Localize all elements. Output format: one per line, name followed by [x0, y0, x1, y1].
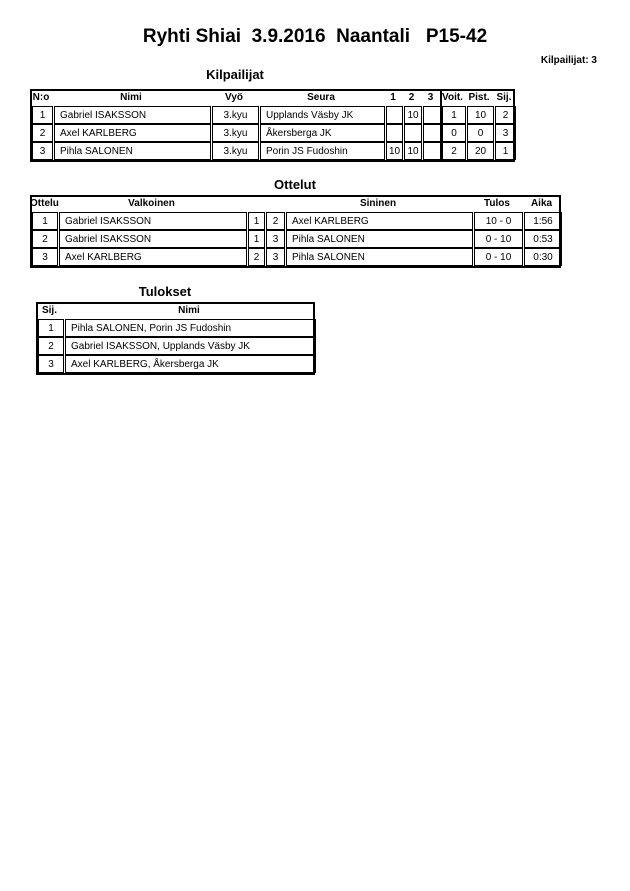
table-cell: 2: [248, 248, 265, 266]
table-cell: Porin JS Fudoshin: [260, 142, 385, 160]
matches-frame: [30, 195, 561, 268]
table-cell: Pihla SALONEN, Porin JS Fudoshin: [65, 319, 316, 337]
table-cell: 1: [248, 230, 265, 248]
table-cell: 1:56: [524, 212, 562, 230]
table-cell: 1: [248, 212, 265, 230]
column-header: [264, 195, 284, 212]
table-cell: 2: [442, 142, 466, 160]
table-cell: 2: [32, 124, 53, 142]
table-cell: 0: [442, 124, 466, 142]
table-cell: Axel KARLBERG: [59, 248, 247, 266]
table-cell: [423, 142, 441, 160]
column-header: 1: [390, 92, 396, 103]
page-title: Ryhti Shiai 3.9.2016 Naantali P15-42: [142, 26, 488, 47]
table-cell: Åkersberga JK: [260, 124, 385, 142]
column-header: Sij.: [41, 305, 57, 316]
table-cell: Pihla SALONEN: [286, 230, 473, 248]
table-cell: 1: [495, 142, 516, 160]
table-cell: 2: [38, 337, 64, 355]
table-cell: Pihla SALONEN: [286, 248, 473, 266]
table-cell: 10: [386, 142, 403, 160]
column-header: 2: [408, 92, 415, 103]
table-cell: Gabriel ISAKSSON, Upplands Väsby JK: [65, 337, 316, 355]
table-cell: [404, 124, 422, 142]
results-frame: [36, 302, 315, 375]
table-cell: 1: [38, 319, 64, 337]
table-cell: 2: [495, 106, 516, 124]
table-cell: [423, 106, 441, 124]
table-cell: 3: [266, 248, 285, 266]
table-cell: 0 - 10: [474, 230, 523, 248]
column-header: Valkoinen: [128, 198, 175, 209]
column-header: Tulos: [484, 198, 510, 209]
table-cell: 0:53: [524, 230, 562, 248]
competitors-heading: Kilpailijat: [206, 67, 264, 82]
table-cell: 0 - 10: [474, 248, 523, 266]
column-header: Aika: [530, 198, 553, 209]
table-cell: 2: [32, 230, 58, 248]
table-cell: 3: [32, 248, 58, 266]
competitor-count: Kilpailijat: 3: [540, 55, 597, 66]
table-cell: 3: [38, 355, 64, 373]
table-cell: [423, 124, 441, 142]
table-cell: 10 - 0: [474, 212, 523, 230]
column-header: Nimi: [120, 92, 142, 103]
table-cell: 1: [32, 106, 53, 124]
table-cell: Axel KARLBERG: [286, 212, 473, 230]
results-heading: Tulokset: [138, 284, 192, 299]
column-header: N:o: [32, 92, 50, 103]
table-cell: Gabriel ISAKSSON: [59, 230, 247, 248]
table-cell: 3: [32, 142, 53, 160]
table-cell: 3.kyu: [212, 142, 259, 160]
table-cell: 2: [266, 212, 285, 230]
column-header: [246, 195, 264, 212]
table-cell: Pihla SALONEN: [54, 142, 211, 160]
table-cell: 3.kyu: [212, 106, 259, 124]
column-header: Ottelu: [30, 198, 59, 209]
column-header: Vyö: [225, 92, 243, 103]
table-cell: Upplands Väsby JK: [260, 106, 385, 124]
table-cell: 10: [467, 106, 494, 124]
column-header: Seura: [307, 92, 335, 103]
table-cell: 1: [32, 212, 58, 230]
divider: [440, 89, 442, 162]
table-cell: 0: [467, 124, 494, 142]
table-cell: Axel KARLBERG: [54, 124, 211, 142]
table-cell: [386, 106, 403, 124]
column-header: 3: [427, 92, 434, 103]
table-cell: 1: [442, 106, 466, 124]
table-cell: [386, 124, 403, 142]
table-cell: 3.kyu: [212, 124, 259, 142]
table-cell: Gabriel ISAKSSON: [59, 212, 247, 230]
table-cell: 3: [495, 124, 516, 142]
column-header: Sij.: [496, 92, 512, 103]
table-cell: 10: [404, 106, 422, 124]
column-header: Voit.: [442, 92, 463, 103]
table-cell: 10: [404, 142, 422, 160]
table-cell: 3: [266, 230, 285, 248]
competitors-frame: [30, 89, 515, 162]
table-cell: 0:30: [524, 248, 562, 266]
table-cell: Gabriel ISAKSSON: [54, 106, 211, 124]
table-cell: Axel KARLBERG, Åkersberga JK: [65, 355, 316, 373]
matches-heading: Ottelut: [274, 177, 316, 192]
table-cell: 20: [467, 142, 494, 160]
column-header: Nimi: [178, 305, 200, 316]
column-header: Pist.: [468, 92, 490, 103]
column-header: Sininen: [359, 198, 397, 209]
